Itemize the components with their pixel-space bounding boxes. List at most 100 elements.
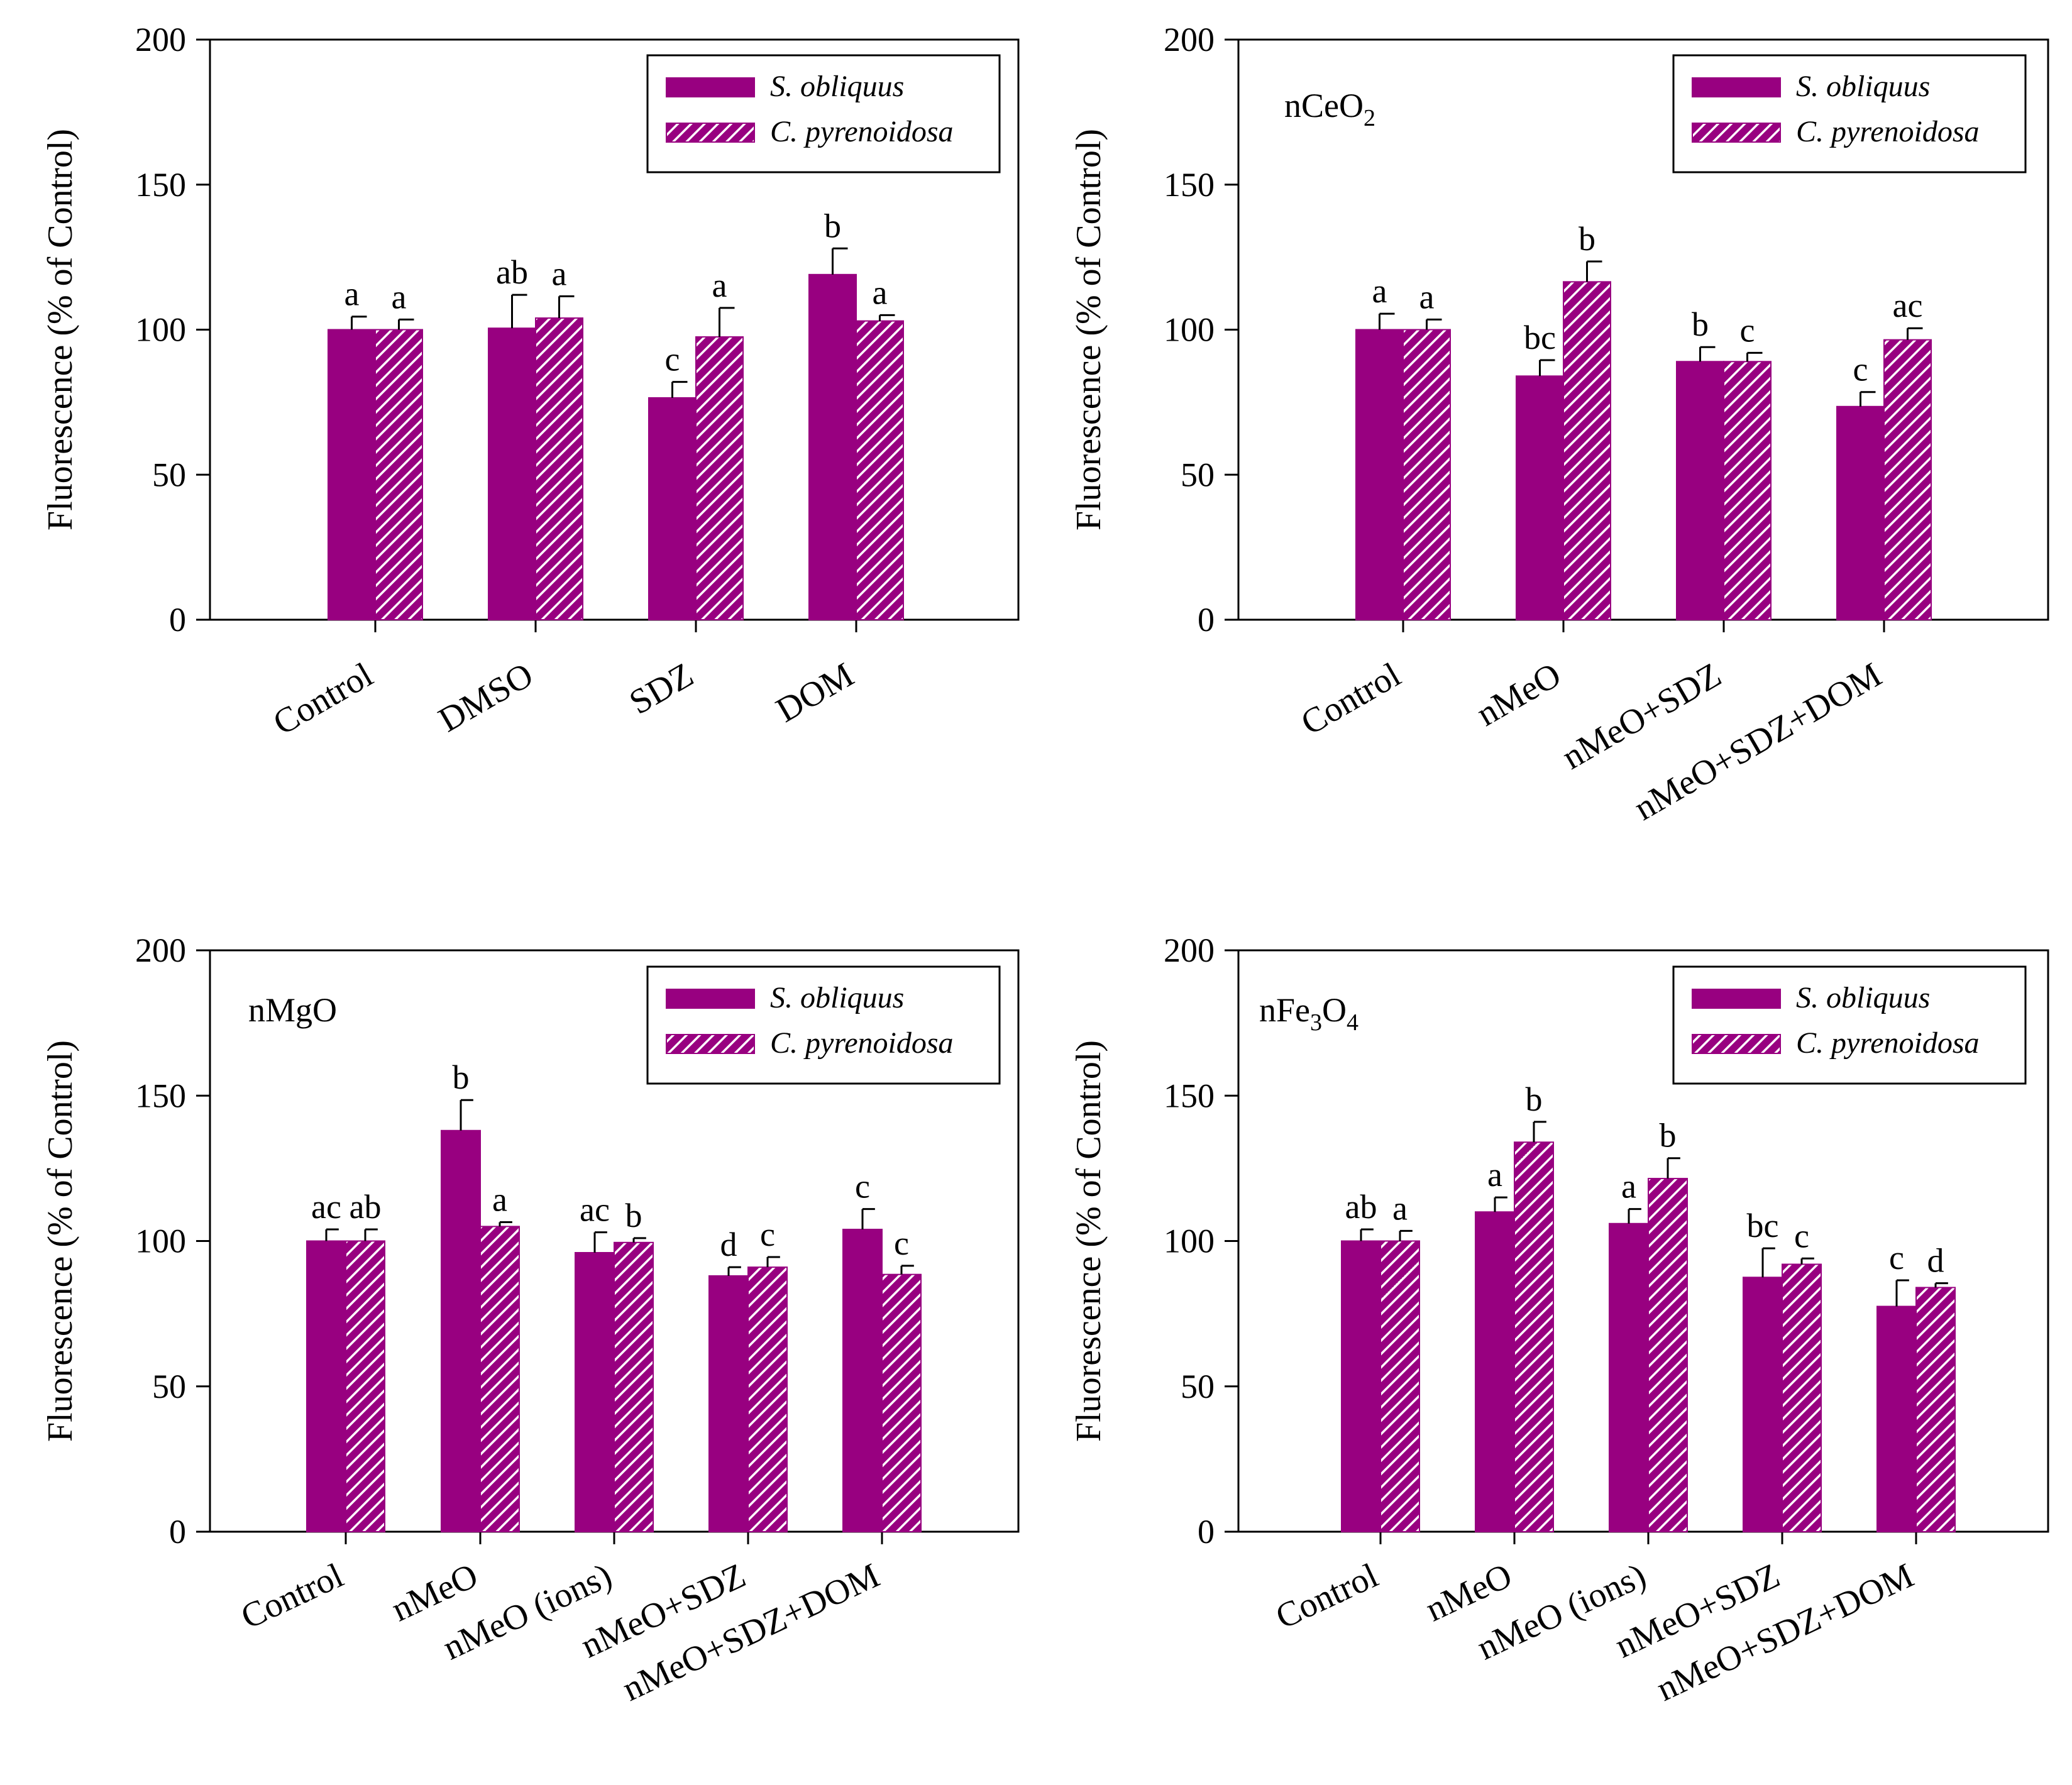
bar-c-pyrenoidosa — [535, 317, 583, 620]
significance-label: a — [712, 266, 727, 304]
legend-label-s-obliquus: S. obliquus — [1796, 981, 1930, 1014]
significance-label: ab — [496, 253, 528, 291]
bar-c-pyrenoidosa — [1723, 361, 1772, 620]
bar-s-obliquus — [1341, 1240, 1381, 1532]
y-tick-label: 0 — [169, 601, 186, 639]
bar-c-pyrenoidosa — [1402, 329, 1451, 620]
y-tick-label: 50 — [152, 1368, 186, 1405]
bar-c-pyrenoidosa — [1563, 281, 1611, 621]
legend-swatch-c-pyrenoidosa — [666, 123, 755, 143]
significance-label: a — [1487, 1156, 1502, 1194]
significance-label: b — [1660, 1117, 1677, 1155]
category-label: Control — [235, 1556, 349, 1637]
significance-label: b — [453, 1058, 470, 1096]
significance-label: b — [1579, 220, 1595, 258]
bar-s-obliquus — [1516, 375, 1564, 621]
y-tick-label: 0 — [169, 1513, 186, 1551]
bar-s-obliquus — [708, 1275, 749, 1532]
y-tick-label: 200 — [135, 931, 186, 969]
y-tick-label: 0 — [1198, 1513, 1215, 1551]
panel-nmgo: 0 50 100 150 200 Fluorescence (% of Control) a… — [41, 931, 1020, 1709]
category-label: nMeO — [1470, 656, 1568, 734]
bar-s-obliquus — [306, 1240, 346, 1532]
legend-box — [1672, 54, 2027, 173]
significance-label: ab — [1345, 1188, 1377, 1226]
significance-label: bc — [1524, 319, 1556, 356]
legend-swatch-c-pyrenoidosa — [1692, 1034, 1781, 1054]
bar-c-pyrenoidosa — [1380, 1240, 1420, 1532]
significance-label: a — [873, 273, 888, 311]
bar-c-pyrenoidosa — [1782, 1263, 1822, 1532]
bar-s-obliquus — [1676, 361, 1724, 620]
bar-s-obliquus — [842, 1229, 883, 1532]
panel-title: nFe3O4 — [1259, 991, 1358, 1036]
y-tick-label: 100 — [135, 1222, 186, 1260]
bar-s-obliquus — [808, 273, 857, 620]
legend-label-s-obliquus: S. obliquus — [770, 70, 904, 103]
significance-label: a — [1419, 278, 1435, 316]
bar-s-obliquus — [1836, 405, 1885, 620]
legend-label-c-pyrenoidosa: C. pyrenoidosa — [1796, 115, 1980, 148]
significance-label: bc — [1747, 1207, 1779, 1244]
y-tick-label: 50 — [1181, 456, 1215, 493]
panel-nfe3o4: 0 50 100 150 200 Fluorescence (% of Control) a… — [1069, 931, 2049, 1709]
bar-s-obliquus — [488, 327, 536, 620]
bar-c-pyrenoidosa — [345, 1240, 385, 1532]
significance-label: c — [760, 1216, 775, 1253]
category-label: DMSO — [432, 656, 539, 740]
legend-swatch-c-pyrenoidosa — [666, 1034, 755, 1054]
significance-label: a — [1372, 272, 1387, 310]
legend-swatch-s-obliquus — [666, 77, 755, 97]
category-label: DOM — [769, 656, 860, 730]
y-tick-label: 200 — [135, 21, 186, 58]
significance-label: c — [894, 1224, 909, 1262]
bar-s-obliquus — [648, 397, 697, 620]
significance-label: a — [492, 1180, 507, 1218]
legend-box — [646, 965, 1001, 1085]
significance-label: c — [855, 1168, 870, 1206]
y-axis-label: Fluorescence (% of Control) — [1069, 129, 1108, 530]
legend-swatch-s-obliquus — [666, 989, 755, 1009]
panel-title: nCeO2 — [1284, 87, 1375, 131]
legend-label-c-pyrenoidosa: C. pyrenoidosa — [770, 1026, 954, 1060]
y-tick-label: 100 — [135, 311, 186, 349]
bar-s-obliquus — [328, 329, 376, 620]
significance-label: c — [1889, 1239, 1904, 1277]
bar-s-obliquus — [575, 1252, 615, 1532]
significance-label: c — [1853, 351, 1868, 388]
bar-s-obliquus — [1743, 1277, 1783, 1532]
legend-label-c-pyrenoidosa: C. pyrenoidosa — [770, 115, 954, 148]
bar-c-pyrenoidosa — [881, 1273, 922, 1532]
significance-label: b — [1526, 1080, 1543, 1118]
y-axis-label: Fluorescence (% of Control) — [1069, 1040, 1108, 1442]
category-label: Control — [267, 656, 379, 743]
y-tick-label: 150 — [1164, 1077, 1215, 1114]
significance-label: d — [1927, 1242, 1944, 1280]
bar-c-pyrenoidosa — [1514, 1141, 1554, 1532]
significance-label: c — [665, 341, 680, 378]
y-tick-label: 200 — [1164, 931, 1215, 969]
bar-c-pyrenoidosa — [1648, 1178, 1688, 1532]
panel-control-treatments: 0 50 100 150 200 Fluorescence (% of Control) a… — [41, 21, 1020, 743]
bar-s-obliquus — [441, 1129, 481, 1532]
y-tick-label: 150 — [1164, 166, 1215, 204]
bar-s-obliquus — [1609, 1222, 1649, 1532]
significance-label: c — [1740, 311, 1755, 349]
significance-label: d — [720, 1226, 737, 1263]
y-axis-label: Fluorescence (% of Control) — [41, 129, 80, 530]
legend-swatch-s-obliquus — [1692, 989, 1781, 1009]
bar-c-pyrenoidosa — [695, 336, 744, 620]
panel-title: nMgO — [248, 991, 337, 1029]
significance-label: a — [344, 275, 360, 313]
legend-swatch-s-obliquus — [1692, 77, 1781, 97]
y-tick-label: 100 — [1164, 311, 1215, 349]
bar-c-pyrenoidosa — [614, 1241, 654, 1532]
category-label: SDZ — [623, 656, 700, 723]
y-tick-label: 100 — [1164, 1222, 1215, 1260]
bar-s-obliquus — [1355, 329, 1404, 620]
bar-c-pyrenoidosa — [856, 320, 904, 620]
significance-label: a — [1621, 1168, 1636, 1206]
significance-label: b — [625, 1197, 642, 1234]
y-tick-label: 150 — [135, 166, 186, 204]
y-tick-label: 50 — [152, 456, 186, 493]
